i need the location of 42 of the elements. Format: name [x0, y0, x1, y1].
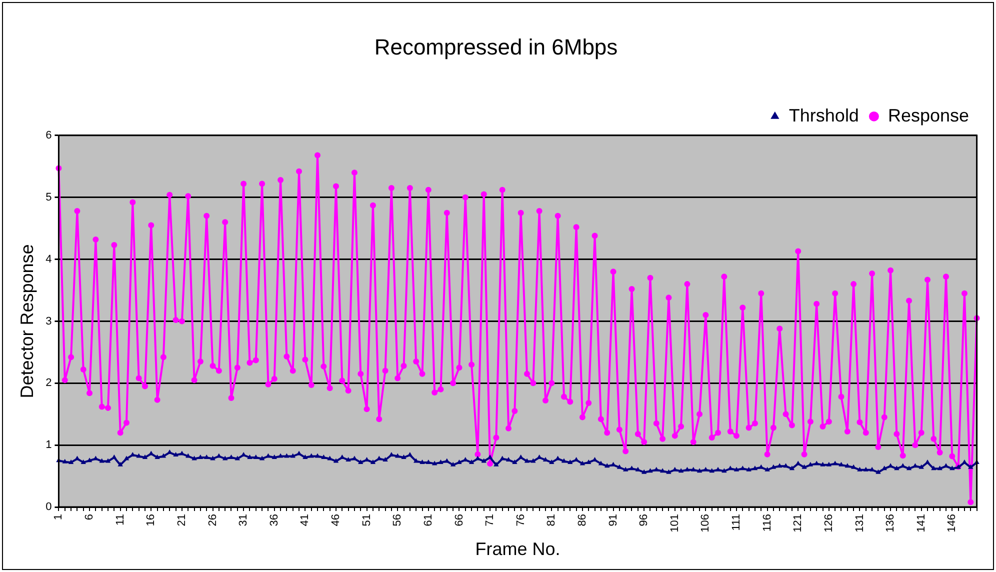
y-tick-label: 3: [46, 315, 52, 328]
x-tick-label: 56: [392, 514, 404, 526]
x-tick-label: 71: [484, 514, 496, 526]
x-tick-label: 101: [668, 514, 681, 532]
x-axis-title: Frame No.: [475, 539, 560, 560]
x-tick-label: 21: [176, 514, 188, 526]
x-tick-label: 46: [330, 514, 342, 526]
x-tick-label: 16: [145, 514, 158, 526]
y-tick-label: 5: [46, 191, 52, 204]
x-tick-label: 126: [822, 514, 835, 532]
x-tick-label: 86: [576, 514, 588, 526]
y-axis-title: Detector Response: [16, 244, 37, 398]
chart-title: Recompressed in 6Mbps: [374, 34, 618, 60]
legend-label: Response: [888, 105, 970, 126]
x-tick-label: 76: [514, 514, 527, 526]
x-tick-label: 26: [206, 514, 219, 526]
y-tick-label: 0: [46, 501, 52, 514]
x-tick-label: 116: [761, 514, 774, 532]
x-tick-label: 31: [238, 514, 250, 526]
x-tick-label: 1: [52, 514, 65, 520]
x-tick-label: 136: [884, 514, 897, 532]
x-tick-label: 141: [915, 514, 928, 532]
x-tick-label: 111: [730, 514, 743, 531]
x-tick-label: 81: [546, 514, 558, 526]
x-tick-label: 121: [792, 514, 804, 532]
y-tick-label: 1: [46, 439, 52, 452]
x-tick-label: 96: [638, 514, 650, 526]
x-tick-label: 146: [946, 514, 958, 532]
x-tick-label: 106: [700, 514, 712, 532]
x-tick-label: 61: [422, 514, 434, 526]
x-tick-label: 36: [268, 514, 280, 526]
x-tick-label: 66: [453, 514, 466, 526]
x-tick-label: 91: [607, 514, 620, 526]
y-tick-label: 4: [46, 253, 52, 266]
x-tick-label: 6: [84, 514, 96, 520]
x-tick-label: 131: [854, 514, 866, 532]
x-tick-label: 41: [299, 514, 312, 526]
y-tick-label: 6: [46, 129, 52, 142]
legend-label: Thrshold: [788, 105, 859, 126]
x-tick-label: 11: [114, 514, 126, 526]
y-tick-label: 2: [46, 377, 52, 390]
x-tick-label: 51: [360, 514, 373, 526]
